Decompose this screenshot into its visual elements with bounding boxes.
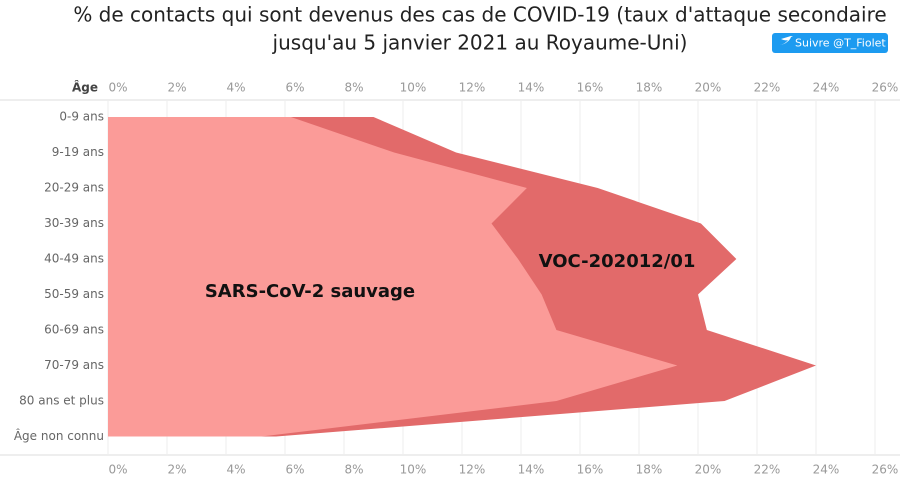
- chart-title: jusqu'au 5 janvier 2021 au Royaume-Uni): [272, 31, 688, 55]
- x-tick-label: 24%: [813, 81, 840, 95]
- y-tick-label: 80 ans et plus: [19, 394, 104, 408]
- x-tick-label: 24%: [813, 463, 840, 477]
- x-tick-label: 4%: [226, 463, 245, 477]
- x-tick-label: 6%: [285, 463, 304, 477]
- x-tick-label: 2%: [167, 463, 186, 477]
- x-tick-label: 16%: [577, 463, 604, 477]
- x-tick-label: 18%: [636, 463, 663, 477]
- x-tick-label: 20%: [695, 463, 722, 477]
- y-tick-label: 9-19 ans: [52, 145, 104, 159]
- x-tick-label: 6%: [285, 81, 304, 95]
- x-tick-label: 12%: [459, 81, 486, 95]
- y-tick-label: 70-79 ans: [44, 358, 104, 372]
- y-tick-label: Âge non connu: [14, 428, 104, 443]
- y-tick-label: 20-29 ans: [44, 181, 104, 195]
- area: [108, 117, 678, 437]
- x-tick-label: 0%: [108, 463, 127, 477]
- y-tick-label: 30-39 ans: [44, 216, 104, 230]
- y-tick-label: 0-9 ans: [59, 110, 104, 124]
- y-tick-label: 40-49 ans: [44, 252, 104, 266]
- x-tick-label: 20%: [695, 81, 722, 95]
- x-tick-label: 22%: [754, 463, 781, 477]
- follow-button[interactable]: [772, 33, 888, 53]
- x-tick-label: 8%: [344, 81, 363, 95]
- y-tick-label: 60-69 ans: [44, 323, 104, 337]
- x-tick-label: 2%: [167, 81, 186, 95]
- x-tick-label: 26%: [872, 463, 899, 477]
- x-tick-label: 16%: [577, 81, 604, 95]
- y-axis-title: Âge: [72, 80, 98, 95]
- bird-icon: [780, 36, 793, 45]
- x-tick-label: 8%: [344, 463, 363, 477]
- x-tick-label: 26%: [872, 81, 899, 95]
- x-tick-label: 0%: [108, 81, 127, 95]
- x-tick-label: 22%: [754, 81, 781, 95]
- annotation: SARS-CoV-2 sauvage: [205, 281, 415, 302]
- x-tick-label: 14%: [518, 81, 545, 95]
- x-tick-label: 10%: [400, 81, 427, 95]
- x-tick-label: 18%: [636, 81, 663, 95]
- follow-text[interactable]: Suivre @T_Fiolet: [795, 37, 886, 50]
- x-tick-label: 14%: [518, 463, 545, 477]
- y-tick-label: 50-59 ans: [44, 287, 104, 301]
- annotation: VOC-202012/01: [539, 251, 696, 272]
- chart-title: % de contacts qui sont devenus des cas d…: [73, 3, 886, 27]
- x-tick-label: 12%: [459, 463, 486, 477]
- x-tick-label: 10%: [400, 463, 427, 477]
- x-tick-label: 4%: [226, 81, 245, 95]
